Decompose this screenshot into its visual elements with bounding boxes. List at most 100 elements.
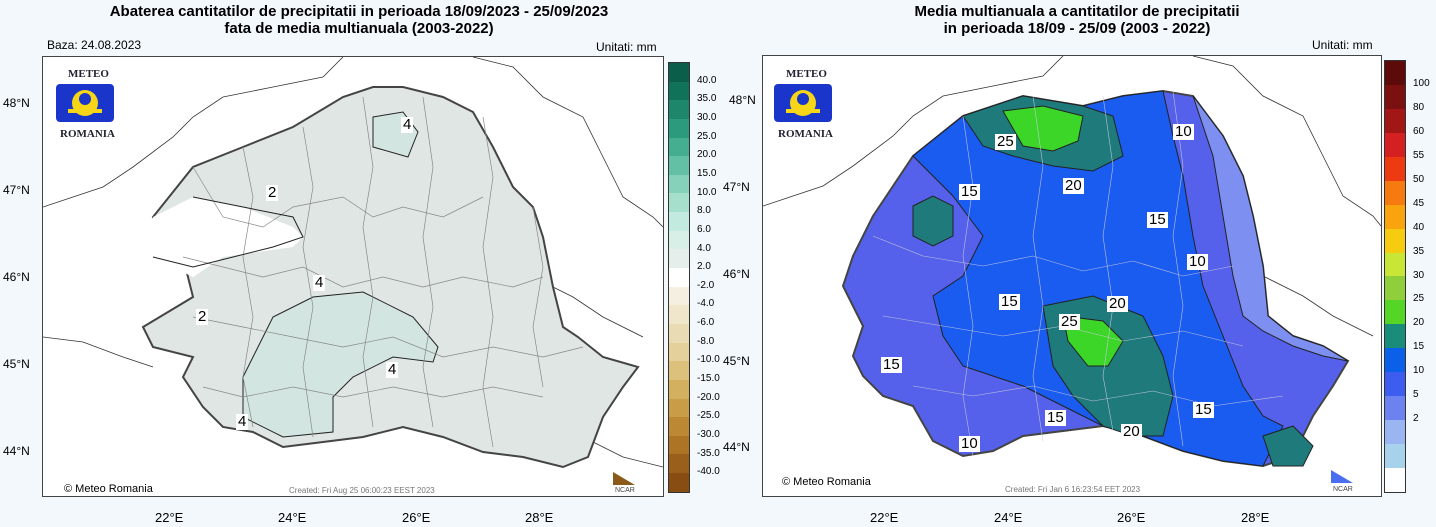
left-colorbar-swatch <box>669 212 689 231</box>
right-contour-label: 15 <box>1193 401 1214 418</box>
left-colorbar-label: 10.0 <box>697 186 717 198</box>
right-colorbar-swatch <box>1385 467 1405 492</box>
right-colorbar-label: 20 <box>1413 317 1425 329</box>
left-lat-label: 47°N <box>3 183 30 197</box>
right-contour-label: 10 <box>1187 253 1208 270</box>
left-contour-label: 4 <box>236 413 249 430</box>
left-logo-bottom: ROMANIA <box>60 128 115 140</box>
right-contour-label: 25 <box>1059 313 1080 330</box>
left-colorbar-swatch <box>669 137 689 157</box>
right-contour-label: 15 <box>959 183 980 200</box>
right-title-line2: in perioada 18/09 - 25/09 (2003 - 2022) <box>943 20 1211 37</box>
right-colorbar-swatch <box>1385 84 1405 109</box>
left-colorbar-label: -4.0 <box>697 298 715 310</box>
right-colorbar-swatch <box>1385 300 1405 325</box>
left-lat-label: 46°N <box>3 270 30 284</box>
right-colorbar-swatch <box>1385 61 1405 85</box>
right-logo-top: METEO <box>786 68 827 80</box>
left-colorbar-label: -30.0 <box>697 429 720 441</box>
right-colorbar-label: 55 <box>1413 149 1425 161</box>
left-colorbar-swatch <box>669 174 689 194</box>
left-base-date: Baza: 24.08.2023 <box>47 38 142 52</box>
right-lon-label: 28°E <box>1241 510 1270 525</box>
left-colorbar-swatch <box>669 193 689 213</box>
right-colorbar <box>1384 60 1406 493</box>
right-colorbar-swatch <box>1385 228 1405 253</box>
left-map-svg <box>43 57 663 469</box>
right-lat-label: 46°N <box>723 267 750 281</box>
right-map-svg <box>763 56 1381 468</box>
left-lon-label: 28°E <box>525 510 554 525</box>
left-colorbar-label: -25.0 <box>697 410 720 422</box>
right-map: 25 15 20 10 15 10 15 25 20 15 15 20 15 1… <box>762 55 1382 497</box>
right-colorbar-swatch <box>1385 204 1405 229</box>
right-colorbar-label: 15 <box>1413 341 1425 353</box>
left-colorbar-swatch <box>669 323 689 343</box>
left-lat-label: 45°N <box>3 357 30 371</box>
right-lat-label: 44°N <box>723 440 750 454</box>
right-colorbar-label: 30 <box>1413 269 1425 281</box>
right-lat-label: 48°N <box>729 93 756 107</box>
right-credit: © Meteo Romania <box>782 476 871 488</box>
right-colorbar-label: 100 <box>1413 77 1430 89</box>
right-colorbar-swatch <box>1385 180 1405 205</box>
left-colorbar-label: -40.0 <box>697 466 720 478</box>
right-colorbar-label: 2 <box>1413 413 1419 425</box>
right-contour-label: 25 <box>995 133 1016 150</box>
right-colorbar-swatch <box>1385 108 1405 133</box>
left-contour-label: 4 <box>313 274 326 291</box>
right-colorbar-swatch <box>1385 396 1405 421</box>
right-contour-label: 15 <box>1045 409 1066 426</box>
right-colorbar-swatch <box>1385 276 1405 301</box>
right-lat-label: 45°N <box>723 354 750 368</box>
right-ncar-label: NCAR <box>1333 486 1353 493</box>
left-colorbar-label: -35.0 <box>697 447 720 459</box>
left-colorbar <box>668 62 690 493</box>
left-colorbar-swatch <box>669 156 689 175</box>
right-contour-label: 20 <box>1063 177 1084 194</box>
left-colorbar-swatch <box>669 286 689 306</box>
left-contour-label: 4 <box>401 116 414 133</box>
left-panel: Abaterea cantitatilor de precipitatii in… <box>3 3 720 525</box>
left-colorbar-label: -6.0 <box>697 317 715 329</box>
left-colorbar-label: 2.0 <box>697 261 711 273</box>
left-colorbar-swatch <box>669 379 689 399</box>
left-colorbar-label: 40.0 <box>697 74 717 86</box>
left-map: 4 2 4 4 4 2 METEO ROMANIA © Meteo Romani… <box>42 56 664 497</box>
left-colorbar-label: -8.0 <box>697 335 715 347</box>
right-logo-icon <box>774 84 832 122</box>
left-colorbar-swatch <box>669 454 689 474</box>
left-contour-label: 2 <box>266 184 279 201</box>
left-credit: © Meteo Romania <box>64 483 153 495</box>
left-colorbar-label: -15.0 <box>697 373 720 385</box>
right-lon-label: 22°E <box>870 510 899 525</box>
left-colorbar-label: 25.0 <box>697 130 717 142</box>
left-colorbar-swatch <box>669 118 689 138</box>
right-colorbar-label: 40 <box>1413 221 1425 233</box>
left-units: Unitati: mm <box>596 40 657 54</box>
right-contour-label: 15 <box>1147 211 1168 228</box>
right-title-line1: Media multianuala a cantitatilor de prec… <box>914 3 1240 20</box>
right-units: Unitati: mm <box>1312 38 1373 52</box>
left-lon-label: 24°E <box>278 510 307 525</box>
left-lon-label: 26°E <box>402 510 431 525</box>
left-colorbar-label: 35.0 <box>697 93 717 105</box>
left-colorbar-swatch <box>669 398 689 418</box>
left-colorbar-label: -10.0 <box>697 354 720 366</box>
left-lat-label: 44°N <box>3 444 30 458</box>
left-colorbar-swatch <box>669 81 689 101</box>
right-colorbar-label: 45 <box>1413 197 1425 209</box>
right-colorbar-swatch <box>1385 372 1405 397</box>
right-colorbar-swatch <box>1385 420 1405 444</box>
left-colorbar-swatch <box>669 342 689 362</box>
right-colorbar-label: 25 <box>1413 293 1425 305</box>
left-colorbar-swatch <box>669 305 689 324</box>
left-colorbar-label: 8.0 <box>697 205 711 217</box>
right-colorbar-label: 35 <box>1413 245 1425 257</box>
left-colorbar-label: 15.0 <box>697 167 717 179</box>
left-contour-label: 2 <box>196 308 209 325</box>
right-colorbar-swatch <box>1385 324 1405 349</box>
right-created: Created: Fri Jan 6 16:23:54 EET 2023 <box>1005 485 1141 494</box>
right-colorbar-label: 60 <box>1413 125 1425 137</box>
right-lon-label: 26°E <box>1117 510 1146 525</box>
